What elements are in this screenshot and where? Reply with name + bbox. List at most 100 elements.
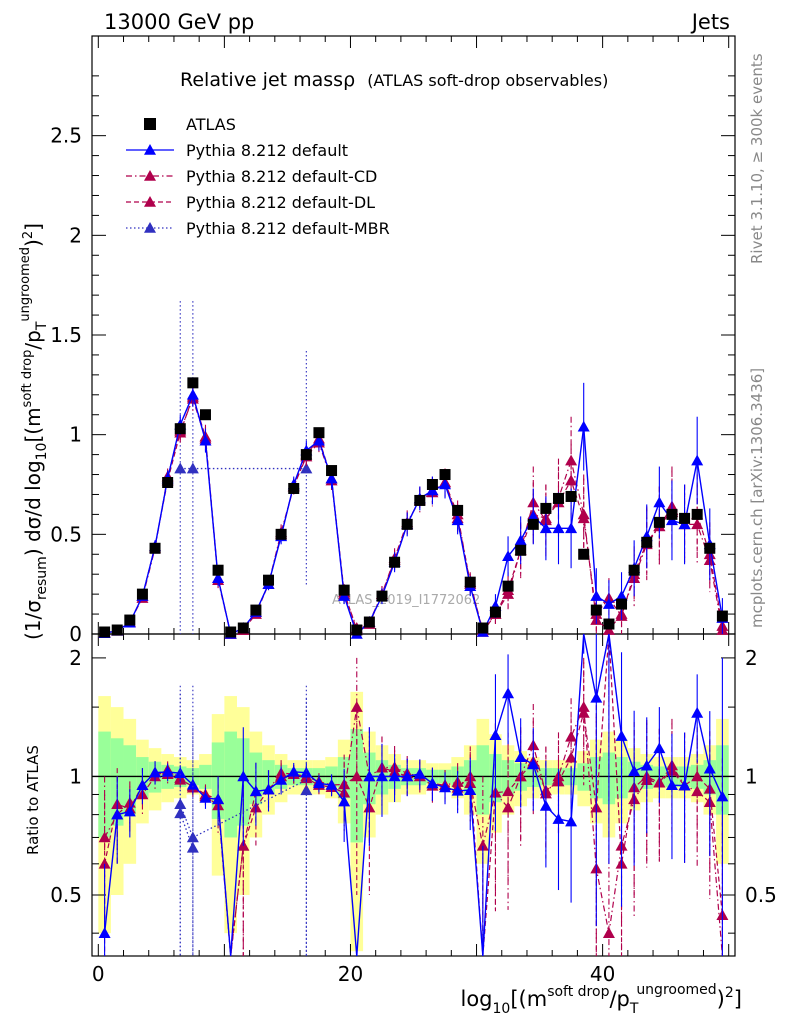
y-tick-label: 0.5: [50, 522, 82, 546]
atlas-data-point: [552, 492, 564, 504]
xlabel-p5: ]: [734, 987, 742, 1011]
ratio-series: [98, 633, 729, 957]
ratio-band-inner: [350, 728, 364, 843]
atlas-data-point: [489, 606, 501, 618]
atlas-data-point: [237, 622, 249, 634]
atlas-data-point: [464, 576, 476, 588]
atlas-data-point: [540, 502, 552, 514]
atlas-data-point: [338, 584, 350, 596]
legend: ATLAS Pythia 8.212 default Pythia 8.212 de…: [126, 115, 390, 238]
ratio-y-label: Ratio to ATLAS: [24, 745, 42, 855]
mcplots-label: mcplots.cern.ch [arXiv:1306.3436]: [748, 368, 766, 628]
xlabel-p2: [(m: [510, 987, 547, 1011]
ratio-tick-label-right: 2: [745, 646, 758, 670]
y-axis-label: (1/σresum) dσ/d log10[(msoft drop/pTungr…: [18, 223, 50, 640]
legend-label-2: Pythia 8.212 default-CD: [186, 167, 377, 186]
plot-title-sub: (ATLAS soft-drop observables): [367, 71, 608, 90]
pythia-default-mbr-ratio-seg: [192, 779, 307, 839]
ylabel-sup2: ungroomed: [18, 247, 33, 322]
pythia-default-point: [577, 420, 590, 432]
y-tick-label: 1.5: [50, 323, 82, 347]
atlas-data-point: [263, 574, 275, 586]
ratio-tick-label: 0.5: [50, 883, 82, 907]
atlas-data-point: [363, 616, 375, 628]
ratio-tick-label-right: 0.5: [745, 883, 777, 907]
ylabel-sup3: 2: [21, 231, 36, 239]
pythia-default-ratio-line: [103, 633, 724, 957]
atlas-data-point: [628, 564, 640, 576]
atlas-data-point: [477, 622, 489, 634]
atlas-data-point: [376, 590, 388, 602]
x-tick-label: 40: [590, 962, 615, 986]
ylabel-sub1: resum: [34, 556, 50, 600]
xlabel-sup3: 2: [725, 985, 734, 1001]
xlabel-sup1: soft drop: [547, 984, 609, 1000]
legend-marker-1: [144, 144, 156, 155]
legend-marker-atlas: [144, 118, 156, 130]
y-tick-label: 1: [69, 423, 82, 447]
xlabel-sup2: ungroomed: [636, 982, 716, 998]
atlas-data-point: [401, 518, 413, 530]
atlas-data-point: [691, 508, 703, 520]
atlas-data-point: [275, 528, 287, 540]
atlas-data-point: [527, 518, 539, 530]
atlas-data-point: [426, 479, 438, 490]
atlas-data-point: [704, 542, 716, 554]
header-right: Jets: [690, 10, 730, 34]
xlabel-p1: log: [461, 987, 493, 1011]
ylabel-p5: ): [21, 239, 45, 247]
legend-marker-2: [144, 170, 156, 181]
pythia-default-cd-point: [565, 454, 578, 466]
atlas-data-point: [439, 469, 451, 481]
ylabel-p3: [(m: [21, 407, 45, 442]
atlas-data-point: [666, 508, 678, 520]
atlas-data-point: [603, 618, 615, 630]
atlas-data-point: [326, 465, 338, 477]
x-tick-label: 0: [92, 962, 105, 986]
header-left: 13000 GeV pp: [104, 10, 254, 34]
pythia-default-cd-ratio-line: [104, 706, 723, 957]
ylabel-p2: ) dσ/d log: [21, 460, 45, 556]
atlas-data-point: [515, 544, 527, 556]
pythia-default-cd-point: [691, 518, 704, 530]
watermark-group: ATLAS_2019_I1772062: [332, 593, 480, 608]
atlas-data-point: [212, 564, 224, 576]
y-tick-label: 2: [69, 223, 82, 247]
legend-marker-3: [144, 196, 156, 207]
x-tick-label: 20: [338, 962, 363, 986]
ylabel-sub3: T: [34, 321, 50, 331]
pythia-default-cd-ratio-point: [350, 701, 363, 712]
atlas-data-point: [288, 482, 300, 494]
atlas-data-point: [679, 512, 691, 524]
atlas-data-point: [225, 626, 237, 638]
ylabel-p1: (1/σ: [21, 600, 45, 640]
ratio-band-inner: [224, 731, 237, 838]
pythia-default-ratio-point: [691, 706, 704, 718]
ratio-tick-label: 2: [69, 646, 82, 670]
legend-marker-4: [144, 222, 156, 233]
pythia-default-line: [104, 392, 724, 636]
atlas-data-point: [313, 427, 325, 439]
ratio-band-inner: [98, 731, 111, 838]
atlas-data-point: [99, 626, 111, 638]
legend-label-4: Pythia 8.212 default-MBR: [186, 219, 390, 238]
xlabel-p3: /p: [609, 987, 629, 1011]
atlas-data-point: [452, 504, 464, 516]
pythia-default-cd-ratio-point: [565, 730, 578, 742]
atlas-data-point: [149, 542, 161, 554]
atlas-data-point: [187, 377, 199, 389]
xlabel-p4: ): [717, 987, 725, 1011]
y-tick-label: 2.5: [50, 124, 82, 148]
atlas-data-point: [174, 423, 186, 435]
xlabel-sub2: T: [629, 1001, 639, 1017]
watermark: ATLAS_2019_I1772062: [332, 593, 480, 608]
atlas-data-point: [162, 477, 174, 489]
x-axis-label: log10[(msoft drop/pTungroomed)2]: [461, 982, 743, 1017]
ratio-band-inner: [123, 745, 137, 815]
rivet-label: Rivet 3.1.10, ≥ 300k events: [748, 53, 766, 264]
atlas-data-point: [351, 624, 363, 636]
plot-title-main: Relative jet massρ: [180, 69, 355, 91]
atlas-data-point: [136, 588, 148, 600]
